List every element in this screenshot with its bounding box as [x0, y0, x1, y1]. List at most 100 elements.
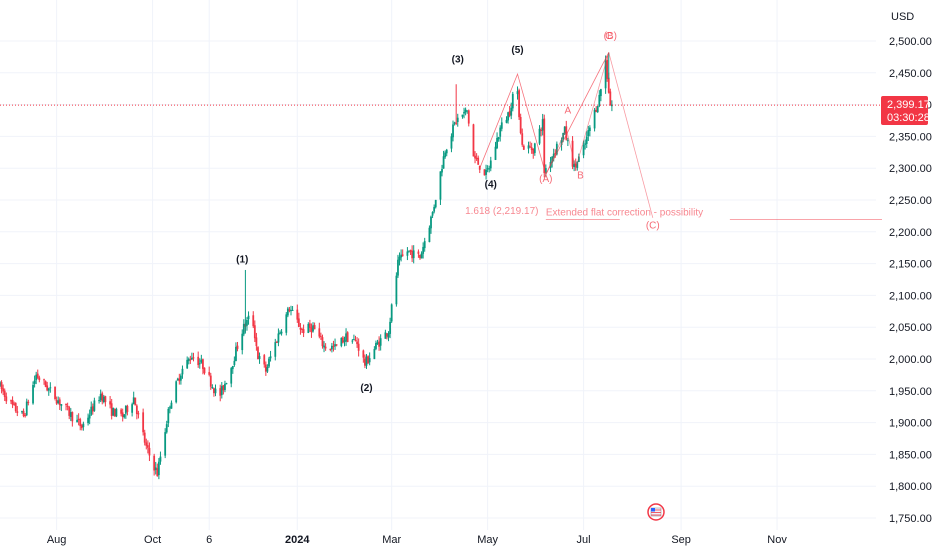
candle [319, 332, 322, 340]
candle [252, 311, 255, 329]
candle [610, 100, 613, 112]
candle [367, 355, 369, 365]
candlestick-series[interactable] [0, 52, 613, 480]
candle [21, 410, 23, 414]
candle [596, 105, 599, 114]
candle [354, 335, 357, 342]
candle [109, 396, 112, 409]
y-tick-label: 2,450.00 [889, 68, 932, 80]
y-tick-label: 2,300.00 [889, 163, 932, 175]
candle [441, 164, 443, 177]
candle [77, 413, 80, 426]
candle [508, 105, 511, 118]
candle [343, 336, 346, 347]
candle [189, 355, 192, 364]
candle [357, 338, 360, 357]
candle [467, 109, 470, 127]
candle [143, 429, 146, 446]
candle [408, 250, 410, 253]
candle [321, 334, 324, 349]
price-tag-countdown: 03:30:28 [887, 112, 930, 124]
candle [263, 353, 266, 368]
candle [302, 324, 305, 338]
candle [511, 91, 514, 112]
x-tick-label: Sep [671, 534, 691, 546]
price-tag-value: 2,399.17 [887, 99, 930, 111]
candle [477, 155, 480, 165]
candle [464, 107, 467, 116]
candle [450, 133, 453, 153]
candle [13, 401, 16, 406]
candle [389, 317, 392, 339]
candle [461, 114, 464, 119]
candle [463, 107, 465, 119]
wave-label: (5) [511, 45, 523, 56]
candle [489, 156, 492, 172]
candle [312, 322, 314, 333]
candle [346, 331, 349, 343]
candle [585, 131, 588, 148]
candle [36, 369, 39, 380]
candle [609, 88, 612, 106]
candle [274, 338, 277, 361]
candle [2, 384, 5, 396]
candle [124, 405, 127, 419]
candle [301, 327, 303, 333]
x-tick-label: Oct [144, 534, 161, 546]
candle [175, 380, 178, 404]
candle [146, 440, 149, 454]
candle [49, 382, 52, 393]
candle [332, 340, 335, 352]
candle [269, 350, 272, 362]
candle [280, 329, 283, 336]
candle [154, 461, 157, 475]
candle [453, 121, 456, 126]
candle [178, 373, 181, 385]
candle [225, 382, 228, 385]
y-tick-label: 2,000.00 [889, 354, 932, 366]
price-axis[interactable]: USD 1,750.00 1,800.00 1,850.00 1,900.00 1,95… [889, 11, 932, 525]
candle [35, 371, 38, 385]
candle [43, 378, 45, 385]
candle [365, 354, 368, 369]
candle [345, 328, 347, 346]
candle [486, 165, 489, 173]
candle [538, 125, 541, 146]
candle [165, 420, 168, 434]
wave-label: (A) [539, 174, 552, 185]
y-tick-label: 2,350.00 [889, 131, 932, 143]
candle [253, 320, 256, 343]
y-tick-label: 2,050.00 [889, 322, 932, 334]
candle [474, 151, 476, 164]
candle [32, 381, 34, 405]
candle [384, 329, 387, 339]
candle [318, 322, 321, 339]
candle [584, 139, 587, 150]
flag-icon[interactable] [647, 503, 665, 521]
wave-label: (C) [646, 221, 660, 232]
candle [444, 150, 447, 159]
currency-label[interactable]: USD [891, 11, 914, 23]
candle [209, 372, 212, 390]
candle [55, 396, 58, 405]
candle [3, 388, 6, 402]
wave-lines [479, 52, 654, 218]
candle [401, 249, 404, 257]
candle [5, 392, 8, 405]
y-tick-label: 1,950.00 [889, 386, 932, 398]
candle [123, 414, 126, 419]
candle [434, 199, 437, 209]
y-tick-label: 2,150.00 [889, 259, 932, 271]
candle [241, 329, 244, 355]
candle [231, 365, 234, 374]
candle [307, 322, 310, 334]
candle [181, 365, 184, 379]
candle [445, 148, 448, 157]
candle [297, 312, 300, 328]
candle [340, 337, 343, 348]
price-tag-background [881, 96, 928, 125]
candle [334, 338, 336, 350]
time-axis[interactable]: Aug Oct 6 2024 Mar May Jul Sep Nov [47, 534, 788, 546]
wave-label: B [577, 170, 584, 181]
